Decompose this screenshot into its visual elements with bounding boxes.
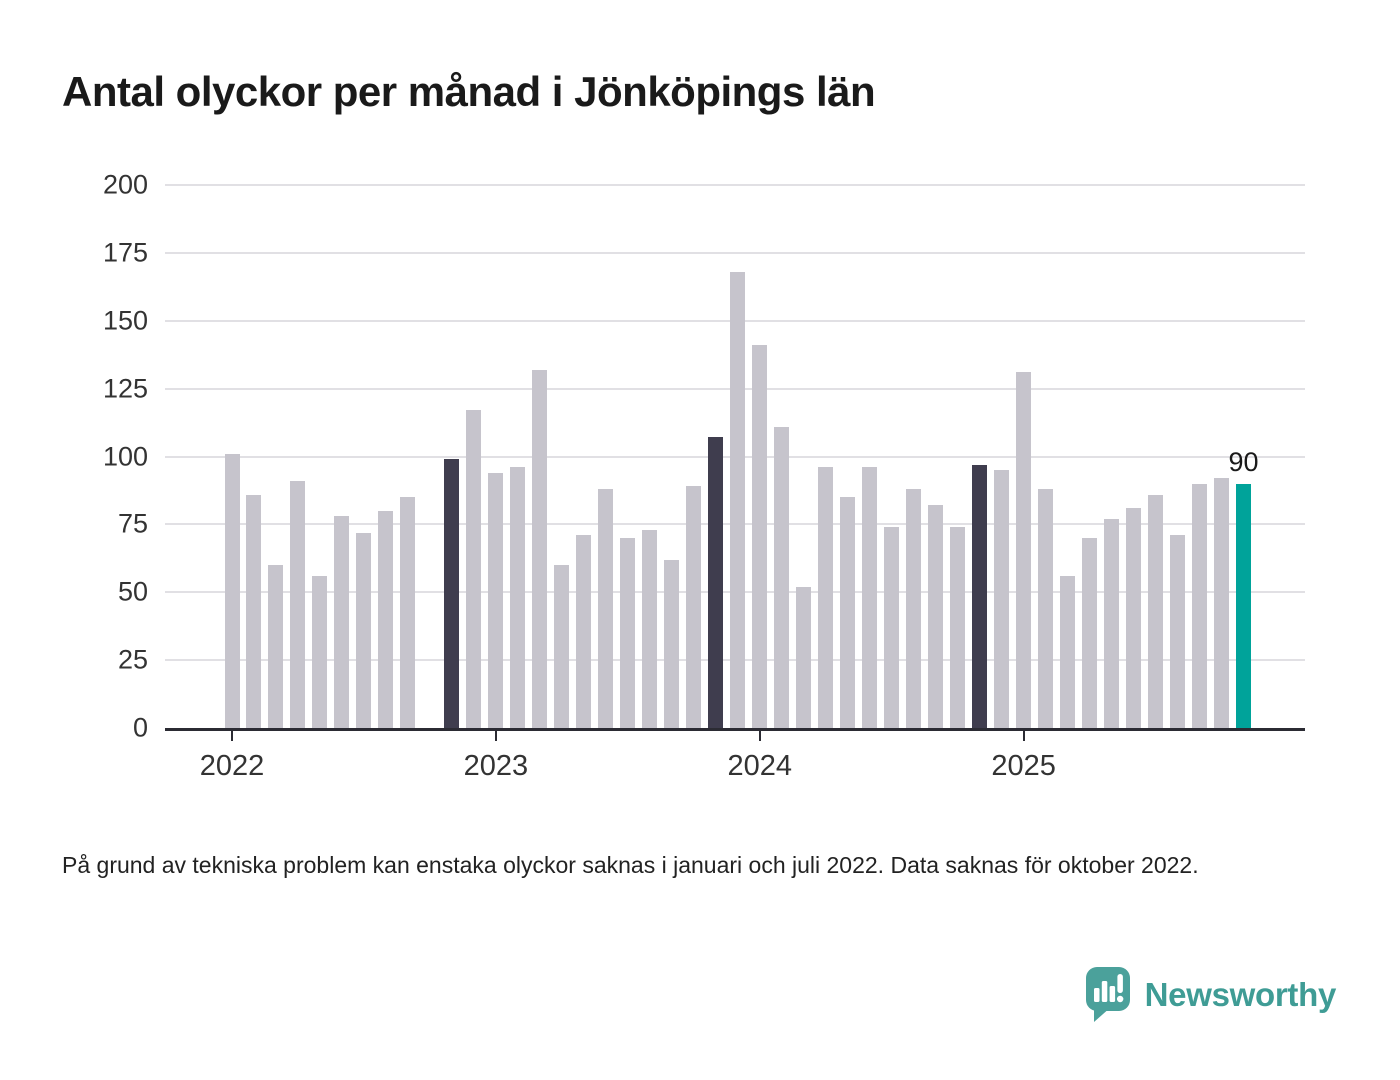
- x-axis-tick-label: 2023: [463, 750, 529, 782]
- bar-month: [378, 510, 394, 728]
- bar-month: [268, 565, 284, 728]
- y-axis-tick-label: 200: [102, 169, 148, 200]
- bar-month: [400, 497, 416, 728]
- bar-month: [664, 559, 680, 728]
- bar-month: [312, 575, 328, 728]
- bar-month: [1082, 537, 1098, 728]
- latest-value-label: 90: [1228, 446, 1259, 477]
- bar-month: [1060, 575, 1076, 728]
- bar-month: [334, 516, 350, 728]
- y-axis-tick-label: 75: [117, 508, 148, 539]
- bar-month: [1126, 508, 1142, 728]
- bar-month: [466, 410, 482, 728]
- bar-latest-month: [1236, 483, 1252, 728]
- bar-month: [1214, 478, 1230, 728]
- y-axis-tick-label: 0: [132, 712, 148, 743]
- gridline: [165, 184, 1305, 186]
- bar-month: [290, 480, 306, 728]
- bar-month: [1170, 535, 1186, 728]
- bar-month: [884, 527, 900, 728]
- bar-month: [246, 494, 262, 728]
- x-axis-line: [165, 728, 1305, 731]
- bar-month: [796, 586, 812, 728]
- y-axis-tick-label: 125: [102, 373, 148, 404]
- bar-month: [620, 537, 636, 728]
- bar-month: [488, 472, 504, 728]
- chart-footnote: På grund av tekniska problem kan enstaka…: [62, 852, 1199, 878]
- bar-month: [730, 271, 746, 728]
- bar-month: [752, 345, 768, 728]
- gridline: [165, 251, 1305, 254]
- bar-highlight-month: [972, 464, 988, 728]
- x-axis-tick: [494, 731, 497, 741]
- newsworthy-logo-text: Newsworthy: [1144, 975, 1337, 1013]
- bar-month: [928, 505, 944, 728]
- bar-month: [554, 565, 570, 728]
- bar-highlight-month: [444, 459, 460, 728]
- bar-month: [224, 453, 240, 728]
- bar-month: [906, 489, 922, 728]
- y-axis-tick-label: 25: [117, 644, 148, 675]
- y-axis-tick-label: 175: [102, 237, 148, 268]
- bar-month: [994, 470, 1010, 728]
- y-axis-tick-label: 100: [102, 441, 148, 471]
- bar-month: [1016, 372, 1032, 728]
- bar-month: [642, 529, 658, 728]
- x-axis-tick-label: 2025: [991, 750, 1056, 782]
- y-axis-tick-label: 150: [102, 305, 148, 336]
- bar-highlight-month: [708, 437, 724, 728]
- x-axis-tick-label: 2022: [199, 750, 265, 782]
- bar-month: [576, 535, 592, 728]
- x-axis-tick-label: 2024: [727, 750, 793, 782]
- bar-month: [840, 497, 856, 728]
- bar-chart: 0 25 50 75 100 125 150 175 200 90 2022 2023 2024 2025: [102, 169, 1305, 782]
- y-axis-tick-label: 50: [117, 576, 148, 607]
- x-axis-tick: [231, 731, 233, 741]
- bar-month: [356, 532, 372, 728]
- bar-month: [950, 527, 966, 728]
- bar-month: [818, 467, 834, 728]
- bar-month: [510, 467, 526, 728]
- bar-month: [774, 426, 790, 728]
- bar-month: [1192, 483, 1208, 728]
- bar-month: [862, 467, 878, 728]
- x-axis-tick: [1022, 731, 1025, 741]
- newsworthy-logo-icon: [1085, 966, 1131, 1023]
- bar-month: [532, 369, 548, 728]
- newsworthy-logo: Newsworthy: [1085, 966, 1336, 1023]
- bar-month: [1148, 494, 1164, 728]
- bar-month: [598, 489, 614, 728]
- bar-month: [686, 486, 702, 728]
- bar-month: [1104, 518, 1120, 728]
- page-title: Antal olyckor per månad i Jönköpings län: [62, 68, 876, 115]
- x-axis-tick: [758, 731, 761, 741]
- bar-month: [1038, 489, 1054, 728]
